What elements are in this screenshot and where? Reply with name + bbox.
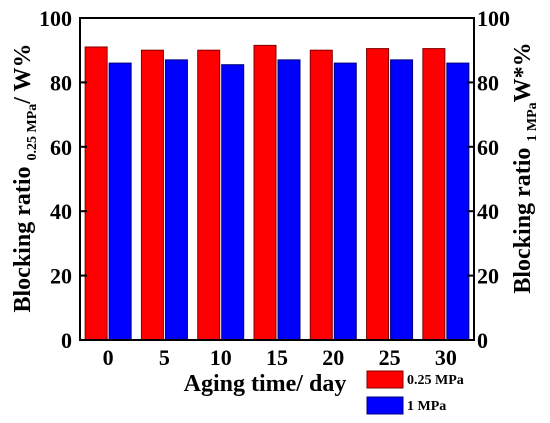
- x-tick-label: 30: [435, 345, 457, 370]
- x-tick-label: 15: [266, 345, 288, 370]
- x-tick-label: 10: [210, 345, 232, 370]
- bar-1-mpa-15: [277, 59, 301, 341]
- bar-0.25-mpa-5: [140, 49, 164, 341]
- bars-group: [84, 44, 470, 341]
- y-axis-title-right-tail: W*%: [510, 42, 536, 102]
- y-tick-label-right: 20: [477, 264, 499, 289]
- legend-swatch-0.25-mpa: [366, 370, 404, 389]
- bar-0.25-mpa-0: [84, 46, 108, 341]
- y-axis-title-right: Blocking ratio 1 MPaW*%: [510, 42, 540, 293]
- bar-1-mpa-0: [108, 62, 132, 341]
- y-axis-title-left: Blocking ratio 0.25 MPa/ W%: [10, 43, 40, 312]
- left-y-ticks: 0 20 40 60 80 100: [39, 6, 87, 353]
- legend-swatch-1-mpa: [366, 396, 404, 415]
- bar-1-mpa-10: [221, 64, 245, 341]
- y-tick-label-left: 80: [50, 70, 72, 95]
- y-tick-label-left: 40: [50, 199, 72, 224]
- legend: 0.25 MPa 1 MPa: [366, 370, 464, 415]
- bar-0.25-mpa-20: [309, 49, 333, 341]
- bar-1-mpa-5: [164, 59, 188, 341]
- y-tick-label-left: 0: [61, 328, 72, 353]
- y-tick-label-left: 100: [39, 6, 72, 31]
- x-tick-label: 0: [103, 345, 114, 370]
- y-tick-label-right: 100: [477, 6, 510, 31]
- bar-0.25-mpa-25: [366, 48, 390, 341]
- right-y-ticks: 0 20 40 60 80 100: [467, 6, 510, 353]
- bar-1-mpa-25: [390, 59, 414, 341]
- legend-label-0.25-mpa: 0.25 MPa: [407, 373, 464, 388]
- y-axis-title-left-tail: / W%: [10, 43, 36, 104]
- x-tick-label: 5: [159, 345, 170, 370]
- bar-0.25-mpa-15: [253, 44, 277, 341]
- y-axis-title-left-main: Blocking ratio: [10, 166, 36, 312]
- y-tick-label-left: 60: [50, 135, 72, 160]
- x-tick-label: 25: [379, 345, 401, 370]
- x-axis-title: Aging time/ day: [184, 371, 347, 397]
- y-tick-label-left: 20: [50, 264, 72, 289]
- y-tick-label-right: 80: [477, 70, 499, 95]
- plot-frame: [79, 17, 475, 341]
- y-axis-title-left-sub: 0.25 MPa: [25, 104, 40, 161]
- x-ticks: 0 5 10 15 20 25 30: [103, 345, 457, 370]
- bar-1-mpa-20: [333, 62, 357, 341]
- bar-1-mpa-30: [446, 62, 470, 341]
- x-tick-label: 20: [322, 345, 344, 370]
- y-tick-label-right: 0: [477, 328, 488, 353]
- y-axis-title-right-sub: 1 MPa: [525, 102, 540, 141]
- bar-0.25-mpa-30: [422, 48, 446, 341]
- y-tick-label-right: 60: [477, 135, 499, 160]
- y-axis-title-right-main: Blocking ratio: [510, 148, 536, 294]
- bar-0.25-mpa-10: [197, 49, 221, 341]
- y-tick-label-right: 40: [477, 199, 499, 224]
- legend-label-1-mpa: 1 MPa: [407, 399, 446, 414]
